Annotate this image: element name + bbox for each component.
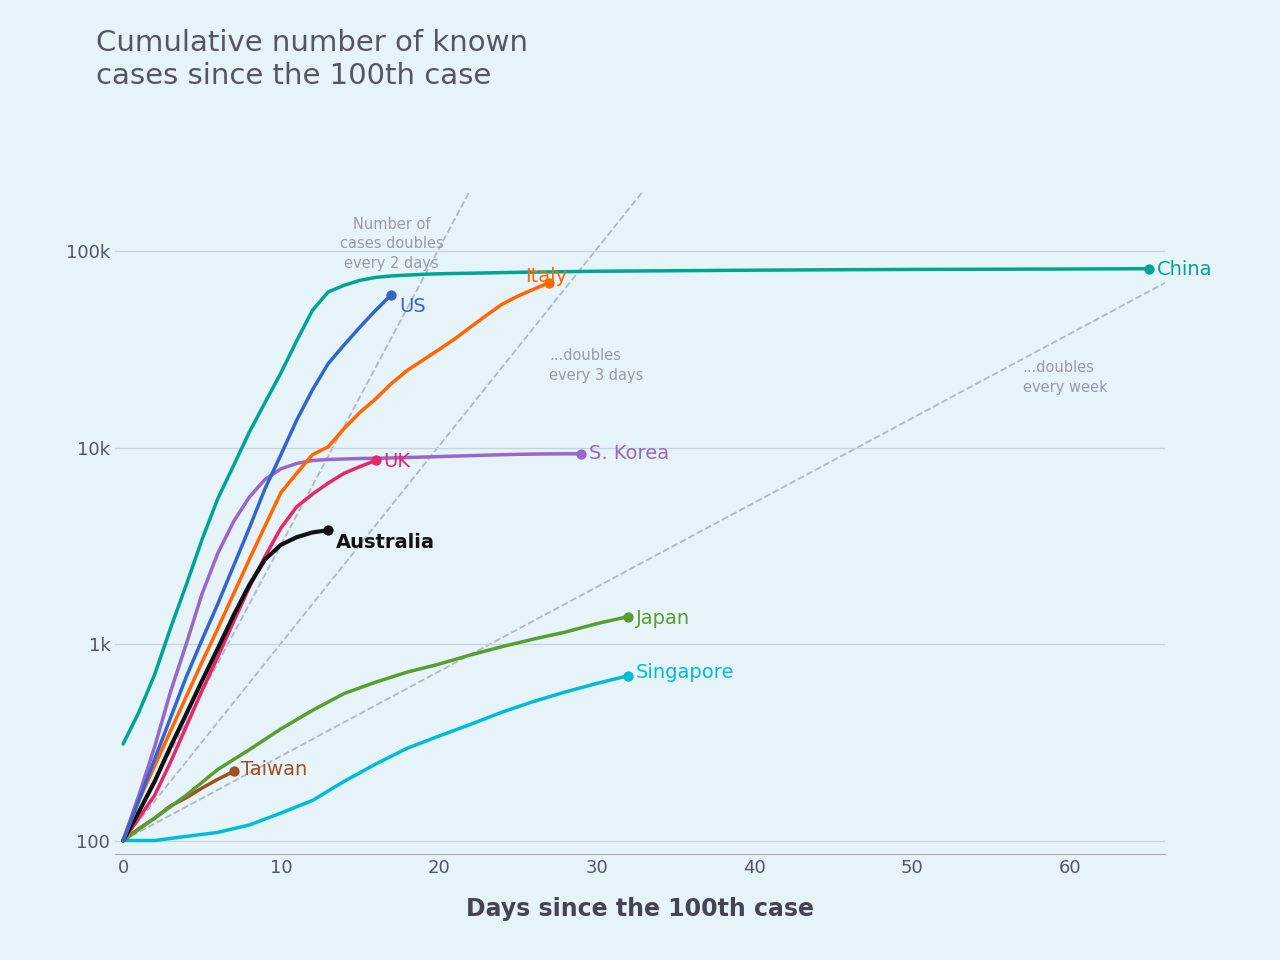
Text: Cumulative number of known
cases since the 100th case: Cumulative number of known cases since t… (96, 29, 529, 90)
Point (1139, 261, 1160, 276)
Text: Japan: Japan (636, 609, 690, 628)
Text: Singapore: Singapore (636, 662, 735, 682)
Text: Taiwan: Taiwan (242, 760, 307, 779)
Text: Number of
cases doubles
every 2 days: Number of cases doubles every 2 days (339, 217, 443, 271)
X-axis label: Days since the 100th case: Days since the 100th case (466, 897, 814, 921)
Text: UK: UK (384, 452, 411, 471)
Point (223, 763, 243, 779)
Text: Australia: Australia (337, 533, 435, 552)
Point (618, 609, 639, 624)
Point (618, 668, 639, 684)
Text: S. Korea: S. Korea (589, 444, 669, 464)
Text: Italy: Italy (526, 267, 568, 286)
Text: US: US (399, 298, 426, 317)
Text: ...doubles
every week: ...doubles every week (1023, 360, 1107, 395)
Text: ...doubles
every 3 days: ...doubles every 3 days (549, 348, 644, 383)
Text: China: China (1157, 259, 1212, 278)
Point (365, 453, 385, 468)
Point (539, 275, 559, 290)
Point (571, 446, 591, 462)
Point (381, 287, 402, 302)
Point (317, 522, 338, 538)
